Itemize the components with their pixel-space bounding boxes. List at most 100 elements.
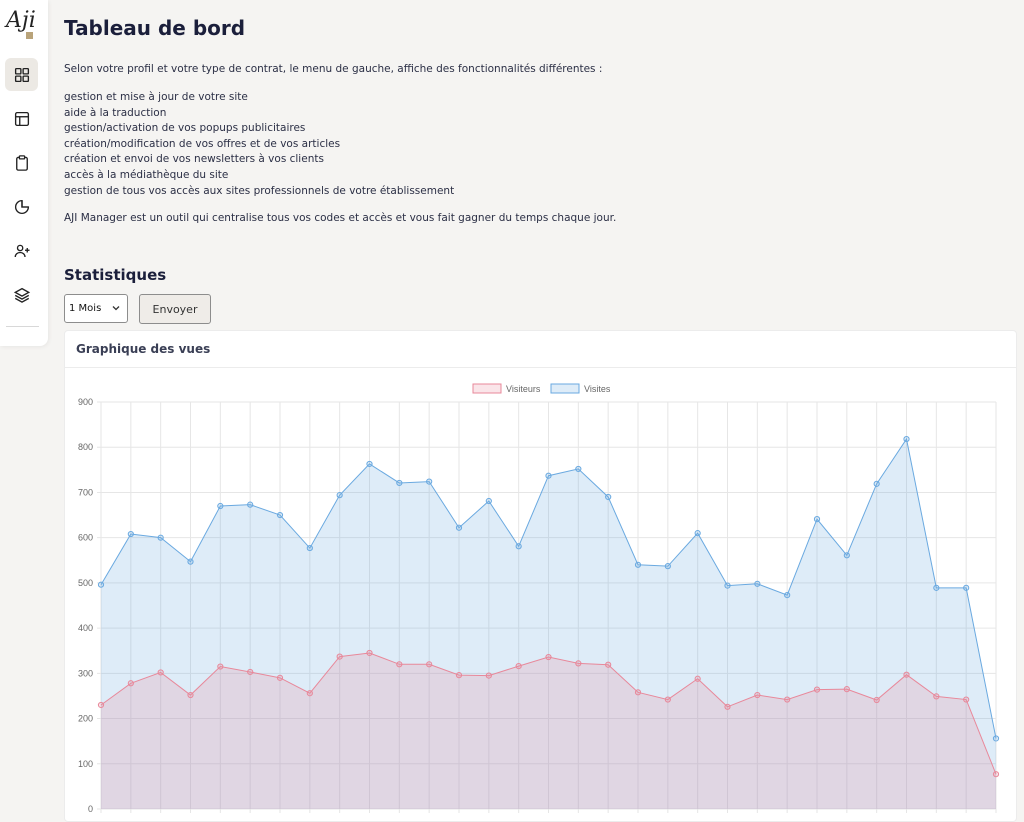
layout-icon (14, 111, 29, 126)
feature-item: aide à la traduction (64, 106, 167, 119)
data-point-visitors (933, 693, 940, 700)
dashboard-grid-icon (14, 67, 29, 82)
data-point-visits (843, 552, 850, 559)
data-point-visitors (903, 671, 910, 678)
legend-label-visitors: Visiteurs (506, 384, 541, 394)
data-point-visits (784, 591, 791, 599)
data-point-visitors (664, 696, 671, 703)
data-point-visitors (754, 691, 761, 699)
nav-layout[interactable] (5, 102, 38, 135)
nav-layers[interactable] (5, 278, 38, 311)
legend-swatch-visitors (472, 383, 502, 394)
data-point-visits (933, 584, 940, 591)
period-select-value: 1 Mois (69, 303, 102, 314)
data-point-visitors (247, 668, 254, 676)
data-point-visitors (97, 701, 105, 709)
data-point-visits (724, 582, 731, 589)
feature-item: gestion/activation de vos popups publici… (64, 122, 306, 135)
features-list: gestion et mise à jour de votre site aid… (64, 90, 454, 199)
user-plus-icon (14, 244, 29, 257)
data-point-visitors (724, 703, 731, 710)
data-point-visitors (784, 696, 791, 703)
nav-statistics[interactable] (5, 190, 38, 223)
data-point-visits (366, 460, 373, 468)
data-point-visitors (515, 662, 522, 670)
data-point-visits (694, 530, 701, 537)
clipboard-icon (15, 154, 28, 171)
data-point-visits (575, 465, 582, 473)
views-chart: 0 100 200 300 400 500 600 700 800 900 Visiteurs Vis… (78, 383, 1000, 814)
data-point-visitors (992, 771, 1000, 778)
data-point-visitors (843, 686, 850, 693)
data-point-visits (485, 497, 492, 505)
sidebar: Aji (0, 0, 48, 346)
app-logo[interactable]: Aji (4, 8, 44, 44)
nav-clipboard[interactable] (5, 146, 38, 179)
data-point-visitors (366, 649, 373, 657)
data-point-visitors (157, 669, 164, 676)
data-point-visits (187, 558, 194, 565)
card-title: Graphique des vues (76, 342, 211, 356)
data-point-visits (336, 492, 343, 499)
nav-add-user[interactable] (5, 234, 38, 267)
logo-square (26, 32, 33, 39)
series-area-visits (101, 439, 996, 809)
data-point-visits (754, 580, 761, 587)
sidebar-divider (6, 326, 39, 327)
data-point-visitors (873, 696, 880, 704)
feature-item: création et envoi de vos newsletters à v… (64, 153, 324, 166)
card-header: Graphique des vues (65, 331, 1016, 368)
data-point-visitors (963, 696, 970, 703)
page-title: Tableau de bord (64, 16, 246, 40)
series-line-visits (100, 437, 997, 739)
data-point-visitors (396, 661, 403, 668)
data-point-visits (396, 479, 403, 487)
y-tick-label: 500 (78, 578, 93, 588)
outro-text: AJI Manager est un outil qui centralise … (64, 212, 617, 224)
data-point-visitors (634, 689, 642, 696)
data-point-visitors (336, 653, 343, 660)
y-tick-label: 600 (78, 533, 93, 543)
y-tick-label: 400 (78, 623, 93, 633)
pie-chart-icon (14, 199, 29, 214)
y-tick-label: 800 (78, 442, 93, 452)
data-point-visits (903, 435, 910, 443)
data-point-visits (276, 511, 284, 519)
y-tick-label: 200 (78, 714, 93, 724)
layers-icon (13, 287, 30, 303)
series-area-visitors (101, 652, 996, 809)
data-point-visitors (217, 663, 224, 670)
data-point-visitors (605, 661, 612, 668)
feature-item: création/modification de vos offres et d… (64, 137, 341, 150)
data-point-visits (963, 584, 970, 591)
data-point-visitors (813, 686, 821, 693)
feature-item: accès à la médiathèque du site (64, 168, 229, 181)
series-line-visitors (100, 652, 997, 775)
chevron-down-icon (112, 306, 120, 311)
data-point-visits (97, 581, 105, 588)
data-point-visits (455, 524, 463, 531)
y-tick-label: 100 (78, 759, 93, 769)
data-point-visits (873, 480, 880, 487)
data-point-visits (664, 563, 671, 570)
intro-text: Selon votre profil et votre type de cont… (64, 63, 603, 75)
nav-dashboard[interactable] (5, 58, 38, 91)
data-point-visits (306, 544, 313, 552)
data-point-visitors (187, 691, 194, 699)
data-point-visits (217, 502, 224, 510)
data-point-visitors (306, 690, 313, 697)
send-button[interactable]: Envoyer (139, 294, 211, 324)
y-tick-label: 900 (78, 397, 93, 407)
data-point-visits (992, 735, 1000, 742)
views-chart-card: Graphique des vues 0 100 200 300 400 500 600 70… (64, 330, 1017, 822)
data-point-visits (157, 534, 164, 541)
data-point-visitors (545, 653, 552, 661)
data-point-visits (605, 493, 612, 501)
y-tick-label: 700 (78, 487, 93, 497)
period-select[interactable]: 1 Mois (64, 294, 128, 323)
y-tick-label: 0 (88, 804, 93, 814)
logo-text: Aji (6, 8, 36, 33)
legend-swatch-visits (550, 383, 580, 394)
statistics-title: Statistiques (64, 266, 167, 284)
data-point-visitors (455, 672, 463, 679)
